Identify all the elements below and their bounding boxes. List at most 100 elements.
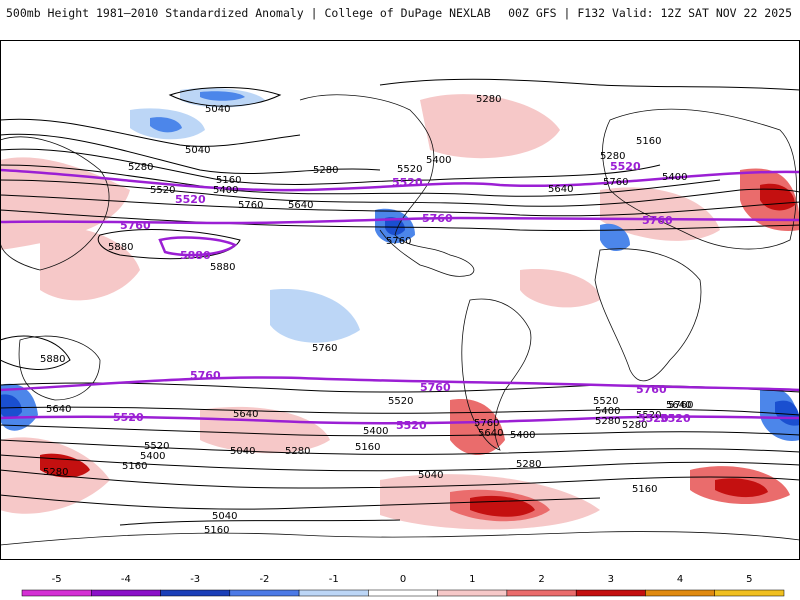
label: 5520	[392, 176, 423, 189]
pos-anomaly-europe	[600, 187, 720, 241]
colorbar-tick-label: 5	[746, 574, 752, 585]
colorbar-tick-label: 2	[538, 574, 544, 585]
contour-5280-north	[0, 148, 661, 185]
contour-5400-north	[0, 164, 721, 197]
label: 5760	[474, 418, 499, 429]
label: 5760	[420, 381, 451, 394]
coast-eurasia	[602, 108, 797, 250]
contour-5280-south	[0, 454, 800, 472]
label: 5880	[108, 242, 133, 253]
label: 5520	[638, 412, 669, 425]
coast-australia	[18, 335, 101, 401]
colorbar-tick-label: -4	[121, 574, 131, 585]
colorbar-swatch	[21, 589, 92, 597]
colorbar-swatch	[368, 589, 438, 597]
purple-5520-north	[0, 168, 800, 192]
pos-anomaly-asia	[420, 94, 560, 159]
label: 5160	[632, 484, 657, 495]
purple-5760-north	[0, 216, 800, 225]
pos-anomaly-south-east-core	[715, 478, 768, 498]
colorbar-tick-label: 4	[677, 574, 683, 585]
map-title: 500mb Height 1981–2010 Standardized Anom…	[6, 6, 491, 20]
contour-5880-ring	[97, 229, 241, 260]
model-run-info: 00Z GFS | F132 Valid: 12Z SAT NOV 22 202…	[508, 6, 792, 20]
label: 5640	[478, 428, 503, 439]
label: 5880	[40, 354, 65, 365]
pos-anomaly-east-asia	[40, 227, 140, 301]
label: 5640	[288, 200, 313, 211]
contour-5040-north	[0, 118, 301, 147]
colorbar-tick-label: 3	[608, 574, 614, 585]
label: 5280	[285, 446, 310, 457]
neg-anomaly-south-w-core	[0, 394, 22, 419]
label: 5640	[548, 184, 573, 195]
label: 5760	[422, 212, 453, 225]
colorbar-tick-label: -1	[329, 574, 339, 585]
label: 5760	[312, 343, 337, 354]
label: 5520	[660, 412, 691, 425]
contour-5520-north	[0, 179, 800, 207]
label: 5160	[204, 525, 229, 536]
contour-5160-antarctic	[119, 519, 401, 526]
label: 5640	[233, 409, 258, 420]
colorbar-swatch	[575, 589, 646, 597]
label: 5280	[43, 467, 68, 478]
label: 5760	[386, 236, 411, 247]
label: 5520	[113, 411, 144, 424]
label: 5160	[216, 175, 241, 186]
neg-anomaly-south-e-core	[775, 400, 800, 426]
neg-anomaly-central-pacific	[270, 289, 360, 343]
contour-5880-w	[0, 335, 71, 370]
label: 5400	[426, 155, 451, 166]
colorbar-tick-label: -5	[52, 574, 62, 585]
colorbar-swatch	[506, 589, 577, 597]
label: 5760	[636, 383, 667, 396]
label: 5160	[122, 461, 147, 472]
contour-5760-north	[0, 209, 800, 232]
label: 5280	[128, 162, 153, 173]
neg-anomaly-west-us-core	[385, 217, 405, 236]
label: 5040	[418, 470, 443, 481]
anomaly-map: 5040 5040 5280 5160 5280 5520 5400 5760 …	[0, 40, 800, 560]
label: 5040	[212, 511, 237, 522]
label: 5520	[610, 160, 641, 173]
label: 5880	[210, 262, 235, 273]
highlight-contour-labels: 5520 5760 5880 5520 5760 5520 5760 5520 …	[113, 160, 691, 432]
label: 5040	[230, 446, 255, 457]
contour-5040-nw	[168, 87, 282, 107]
colorbar-ticks: -5 -4 -3 -2 -1 0 1 2 3 4 5	[52, 574, 753, 585]
label: 5760	[238, 200, 263, 211]
colorbar-tick-label: -2	[259, 574, 269, 585]
label: 5160	[636, 136, 661, 147]
coast-africa	[594, 248, 702, 382]
label: 5760	[668, 400, 693, 411]
colorbar-swatch	[645, 589, 715, 597]
label: 5280	[516, 459, 541, 470]
label: 5640	[666, 400, 691, 411]
label: 5640	[46, 404, 71, 415]
contour-5160-north	[0, 133, 381, 174]
label: 5400	[595, 406, 620, 417]
label: 5520	[396, 419, 427, 432]
colorbar-tick-label: 1	[469, 574, 475, 585]
colorbar-swatch	[298, 589, 369, 597]
label: 5760	[120, 219, 151, 232]
anomaly-shading	[0, 88, 800, 530]
purple-5520-south	[0, 415, 800, 425]
contour-5400-south	[0, 439, 800, 455]
label: 5760	[190, 369, 221, 382]
label: 5280	[622, 420, 647, 431]
label: 5400	[140, 451, 165, 462]
contour-5160-south	[0, 469, 800, 489]
coast-asia-east	[0, 136, 110, 271]
label: 5400	[662, 172, 687, 183]
colorbar: -5 -4 -3 -2 -1 0 1 2 3 4 5	[21, 574, 785, 597]
label: 5760	[642, 214, 673, 227]
label: 5880	[180, 249, 211, 262]
coast-north-america	[299, 94, 475, 277]
label: 5520	[388, 396, 413, 407]
pos-anomaly-atlantic	[520, 269, 600, 308]
label: 5520	[593, 396, 618, 407]
contour-5640-south	[0, 406, 800, 416]
contour-5280-top	[379, 78, 800, 91]
